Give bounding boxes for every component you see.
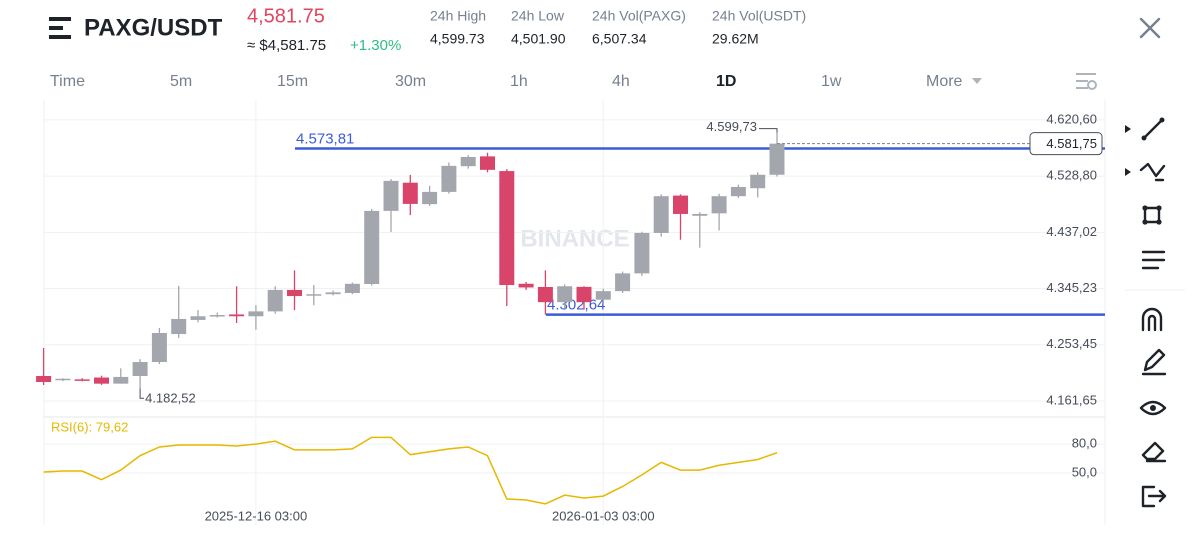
text-tool[interactable] xyxy=(1141,250,1166,270)
candle-body xyxy=(692,213,708,216)
low-label: 4.182,52 xyxy=(145,391,196,406)
stat-label: 24h Low xyxy=(511,8,565,24)
stat-value: 29.62M xyxy=(712,31,759,47)
candle-body xyxy=(460,156,476,167)
fib-tool[interactable] xyxy=(1139,162,1166,182)
chart-settings-icon[interactable] xyxy=(1076,73,1097,90)
rsi-tick-label: 80,0 xyxy=(1072,436,1097,451)
stat-value: 4,599.73 xyxy=(430,31,485,47)
usd-price: ≈ $4,581.75 xyxy=(247,37,326,54)
candle-body xyxy=(711,196,727,214)
y-tick-label: 4.253,45 xyxy=(1046,336,1097,351)
candle-body xyxy=(113,376,129,384)
eraser-tool[interactable] xyxy=(1141,441,1167,463)
timeframe-tab[interactable]: 30m xyxy=(395,73,426,90)
candle-body xyxy=(673,195,688,214)
timeframe-tab[interactable]: 15m xyxy=(277,73,308,90)
candle-body xyxy=(499,171,515,286)
candle-body xyxy=(229,314,245,317)
candle-body xyxy=(306,294,322,296)
toolbar xyxy=(1125,117,1185,508)
candle-body xyxy=(325,292,341,295)
exit-tool[interactable] xyxy=(1141,485,1167,508)
stat-label: 24h Vol(USDT) xyxy=(712,8,806,24)
current-price-box xyxy=(1029,132,1103,156)
high-marker xyxy=(759,128,778,133)
candle-body xyxy=(422,191,438,205)
rsi-label: RSI(6): 79,62 xyxy=(51,419,128,434)
candle-body xyxy=(190,316,206,320)
candle-body xyxy=(364,210,380,284)
line-label: 4.573,81 xyxy=(296,130,354,147)
rsi-tick-label: 50,0 xyxy=(1072,464,1097,479)
timeframe-tab[interactable]: 1h xyxy=(510,73,528,90)
x-tick-label: 2026-01-03 03:00 xyxy=(552,508,655,523)
x-tick-label: 2025-12-16 03:00 xyxy=(205,508,308,523)
low-marker xyxy=(139,388,145,399)
timeframe-tab[interactable]: 5m xyxy=(170,73,192,90)
y-tick-label: 4.620,60 xyxy=(1046,111,1097,126)
watermark: BINANCE xyxy=(520,225,629,252)
candle-body xyxy=(151,332,167,363)
candle-body xyxy=(248,311,264,317)
candle-body xyxy=(653,196,669,233)
high-label: 4.599,73 xyxy=(706,119,757,134)
symbol[interactable]: PAXG/USDT xyxy=(84,14,223,41)
y-tick-label: 4.437,02 xyxy=(1046,224,1097,239)
candle-body xyxy=(537,286,553,303)
candle-body xyxy=(576,286,592,303)
line-tool[interactable] xyxy=(1141,117,1165,141)
y-tick-label: 4.345,23 xyxy=(1046,280,1097,295)
candle-body xyxy=(55,378,71,381)
current-price-label: 4.581,75 xyxy=(1046,136,1097,151)
candle-body xyxy=(480,156,495,170)
visibility-tool[interactable] xyxy=(1139,400,1167,416)
candle-body xyxy=(287,289,302,297)
stat-label: 24h Vol(PAXG) xyxy=(592,8,686,24)
candle-body xyxy=(634,232,650,274)
candle-body xyxy=(267,289,283,312)
stat-value: 6,507.34 xyxy=(592,31,647,47)
timeframe-tab[interactable]: More xyxy=(926,73,963,90)
y-tick-label: 4.161,65 xyxy=(1046,392,1097,407)
shape-tool[interactable] xyxy=(1142,205,1162,225)
pencil-tool[interactable] xyxy=(1141,348,1167,376)
candle-body xyxy=(730,186,746,197)
candle-body xyxy=(615,273,631,292)
last-price: 4,581.75 xyxy=(247,5,325,27)
candle-body xyxy=(36,375,52,383)
candle-body xyxy=(518,283,534,288)
candle-body xyxy=(74,379,90,381)
candle-body xyxy=(769,143,785,175)
candle-body xyxy=(441,165,457,192)
close-button[interactable] xyxy=(1139,17,1161,39)
stat-label: 24h High xyxy=(430,8,486,24)
menu-icon[interactable] xyxy=(49,17,71,39)
change: +1.30% xyxy=(350,37,401,54)
rsi-line xyxy=(43,436,778,505)
candle-body xyxy=(595,291,611,300)
candle-body xyxy=(132,362,148,376)
candle-body xyxy=(209,315,225,317)
y-tick-label: 4.528,80 xyxy=(1046,168,1097,183)
candle-body xyxy=(94,377,109,384)
stat-value: 4,501.90 xyxy=(511,31,566,47)
candle-body xyxy=(557,286,573,303)
timeframe-tab[interactable]: Time xyxy=(50,73,85,90)
candle-body xyxy=(750,174,766,189)
timeframe-tab[interactable]: 1D xyxy=(716,73,736,90)
candle-body xyxy=(344,283,360,293)
magnet-tool[interactable] xyxy=(1141,307,1163,332)
dropdown-arrow xyxy=(972,78,982,84)
candle-body xyxy=(383,180,399,211)
candle-body xyxy=(402,182,418,204)
candle-body xyxy=(171,318,187,335)
timeframe-tab[interactable]: 4h xyxy=(612,73,630,90)
timeframe-tab[interactable]: 1w xyxy=(821,73,842,90)
